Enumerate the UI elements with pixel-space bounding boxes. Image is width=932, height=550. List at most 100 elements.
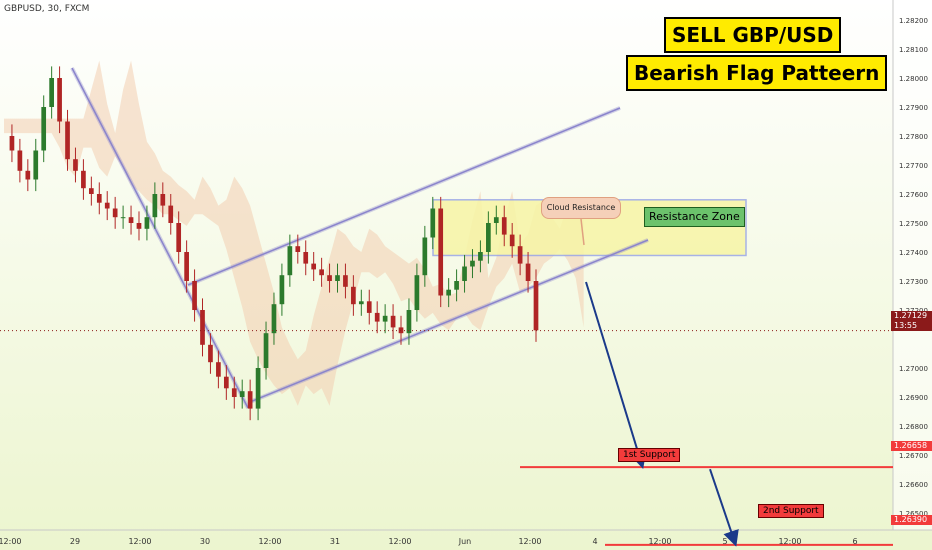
y-tick-label: 1.27800 <box>899 133 928 141</box>
candle-body <box>438 208 444 296</box>
y-tick-label: 1.27400 <box>899 249 928 257</box>
candle-body <box>525 263 531 281</box>
support-1-price-value: 1.26658 <box>894 441 928 450</box>
candle-body <box>81 170 86 189</box>
x-tick-label: 30 <box>200 537 210 546</box>
candle-body <box>486 223 491 252</box>
candle-body <box>192 281 197 310</box>
candle-body <box>65 121 70 160</box>
candle-body <box>239 391 245 397</box>
y-tick-label: 1.26600 <box>899 481 928 489</box>
projection-arrow-1 <box>585 281 647 470</box>
candle-body <box>422 237 428 276</box>
current-price-badge: 1.27129 13:55 <box>891 311 932 331</box>
callout-pointer <box>580 218 585 246</box>
candle-body <box>255 368 261 409</box>
candle-body <box>112 208 118 218</box>
x-tick-label: 12:00 <box>518 537 541 546</box>
candle-body <box>144 217 150 229</box>
candle-body <box>319 269 324 276</box>
x-tick-label: 12:00 <box>128 537 151 546</box>
y-tick-label: 1.27700 <box>899 162 928 170</box>
projection-arrow-2 <box>709 468 739 547</box>
x-tick-label: 6 <box>852 537 857 546</box>
candle-body <box>446 289 452 296</box>
channel-lower-line <box>249 239 649 403</box>
candle-body <box>406 310 412 334</box>
candle-body <box>96 194 102 203</box>
candle-body <box>303 252 309 264</box>
candle-body <box>517 246 523 264</box>
candle-body <box>470 260 475 267</box>
candle-body <box>358 301 364 305</box>
resistance-zone-label: Resistance Zone <box>644 207 745 227</box>
y-tick-label: 1.27900 <box>899 104 928 112</box>
x-tick-label: 31 <box>330 537 340 546</box>
candle-body <box>128 217 134 223</box>
candle-body <box>120 217 126 219</box>
y-tick-label: 1.27500 <box>899 220 928 228</box>
candle-body <box>478 252 483 261</box>
candle-body <box>216 362 221 377</box>
candle-body <box>49 78 54 107</box>
candle-body <box>73 159 78 171</box>
x-tick-label: 12:00 <box>648 537 671 546</box>
support-2-price-value: 1.26390 <box>894 515 928 524</box>
candle-body <box>351 286 356 305</box>
y-tick-label: 1.28200 <box>899 17 928 25</box>
candle-body <box>335 275 340 281</box>
candle-body <box>311 263 317 270</box>
candle-body <box>57 78 62 122</box>
candle-body <box>279 275 285 305</box>
candle-body <box>41 107 47 151</box>
bar-countdown: 13:55 <box>894 321 918 330</box>
y-tick-label: 1.28000 <box>899 75 928 83</box>
candle-body <box>287 246 293 276</box>
candle-body <box>493 217 499 223</box>
candle-body <box>501 217 507 235</box>
current-price-value: 1.27129 <box>894 311 928 320</box>
support-2-label: 2nd Support <box>758 504 824 518</box>
y-tick-label: 1.26800 <box>899 423 928 431</box>
support-1-label: 1st Support <box>618 448 681 462</box>
y-tick-label: 1.27300 <box>899 278 928 286</box>
candle-body <box>414 275 420 310</box>
subtitle-banner: Bearish Flag Patteern <box>626 55 888 91</box>
x-tick-label: 4 <box>592 537 597 546</box>
candle-body <box>200 310 205 345</box>
candle-body <box>160 194 166 206</box>
candle-body <box>176 223 182 252</box>
candle-body <box>25 170 31 180</box>
support-1-price-badge: 1.26658 <box>891 441 932 451</box>
x-tick-label: Jun <box>458 537 472 546</box>
candle-body <box>208 344 213 363</box>
x-tick-label: 29 <box>70 537 80 546</box>
candle-body <box>33 150 39 180</box>
candle-body <box>17 150 23 171</box>
candle-body <box>382 315 388 322</box>
candle-body <box>295 246 301 252</box>
title-banner: SELL GBP/USD <box>664 17 842 53</box>
candle-body <box>390 315 396 328</box>
candle-body <box>247 391 253 409</box>
candle-body <box>263 333 269 368</box>
candle-body <box>104 202 110 209</box>
x-tick-label: 12:00 <box>0 537 22 546</box>
x-tick-label: 12:00 <box>388 537 411 546</box>
x-tick-label: 12:00 <box>258 537 281 546</box>
candle-body <box>430 208 436 238</box>
candle-body <box>223 376 229 389</box>
candle-body <box>88 188 94 194</box>
candle-body <box>343 275 348 287</box>
candle-body <box>231 388 237 397</box>
candle-body <box>271 304 277 334</box>
candle-body <box>136 223 142 229</box>
candle-body <box>398 327 404 334</box>
candle-body <box>9 136 15 151</box>
candle-body <box>462 266 467 281</box>
y-tick-label: 1.28100 <box>899 46 928 54</box>
cloud-resistance-callout: Cloud Resistance <box>541 197 621 219</box>
y-tick-label: 1.27000 <box>899 365 928 373</box>
